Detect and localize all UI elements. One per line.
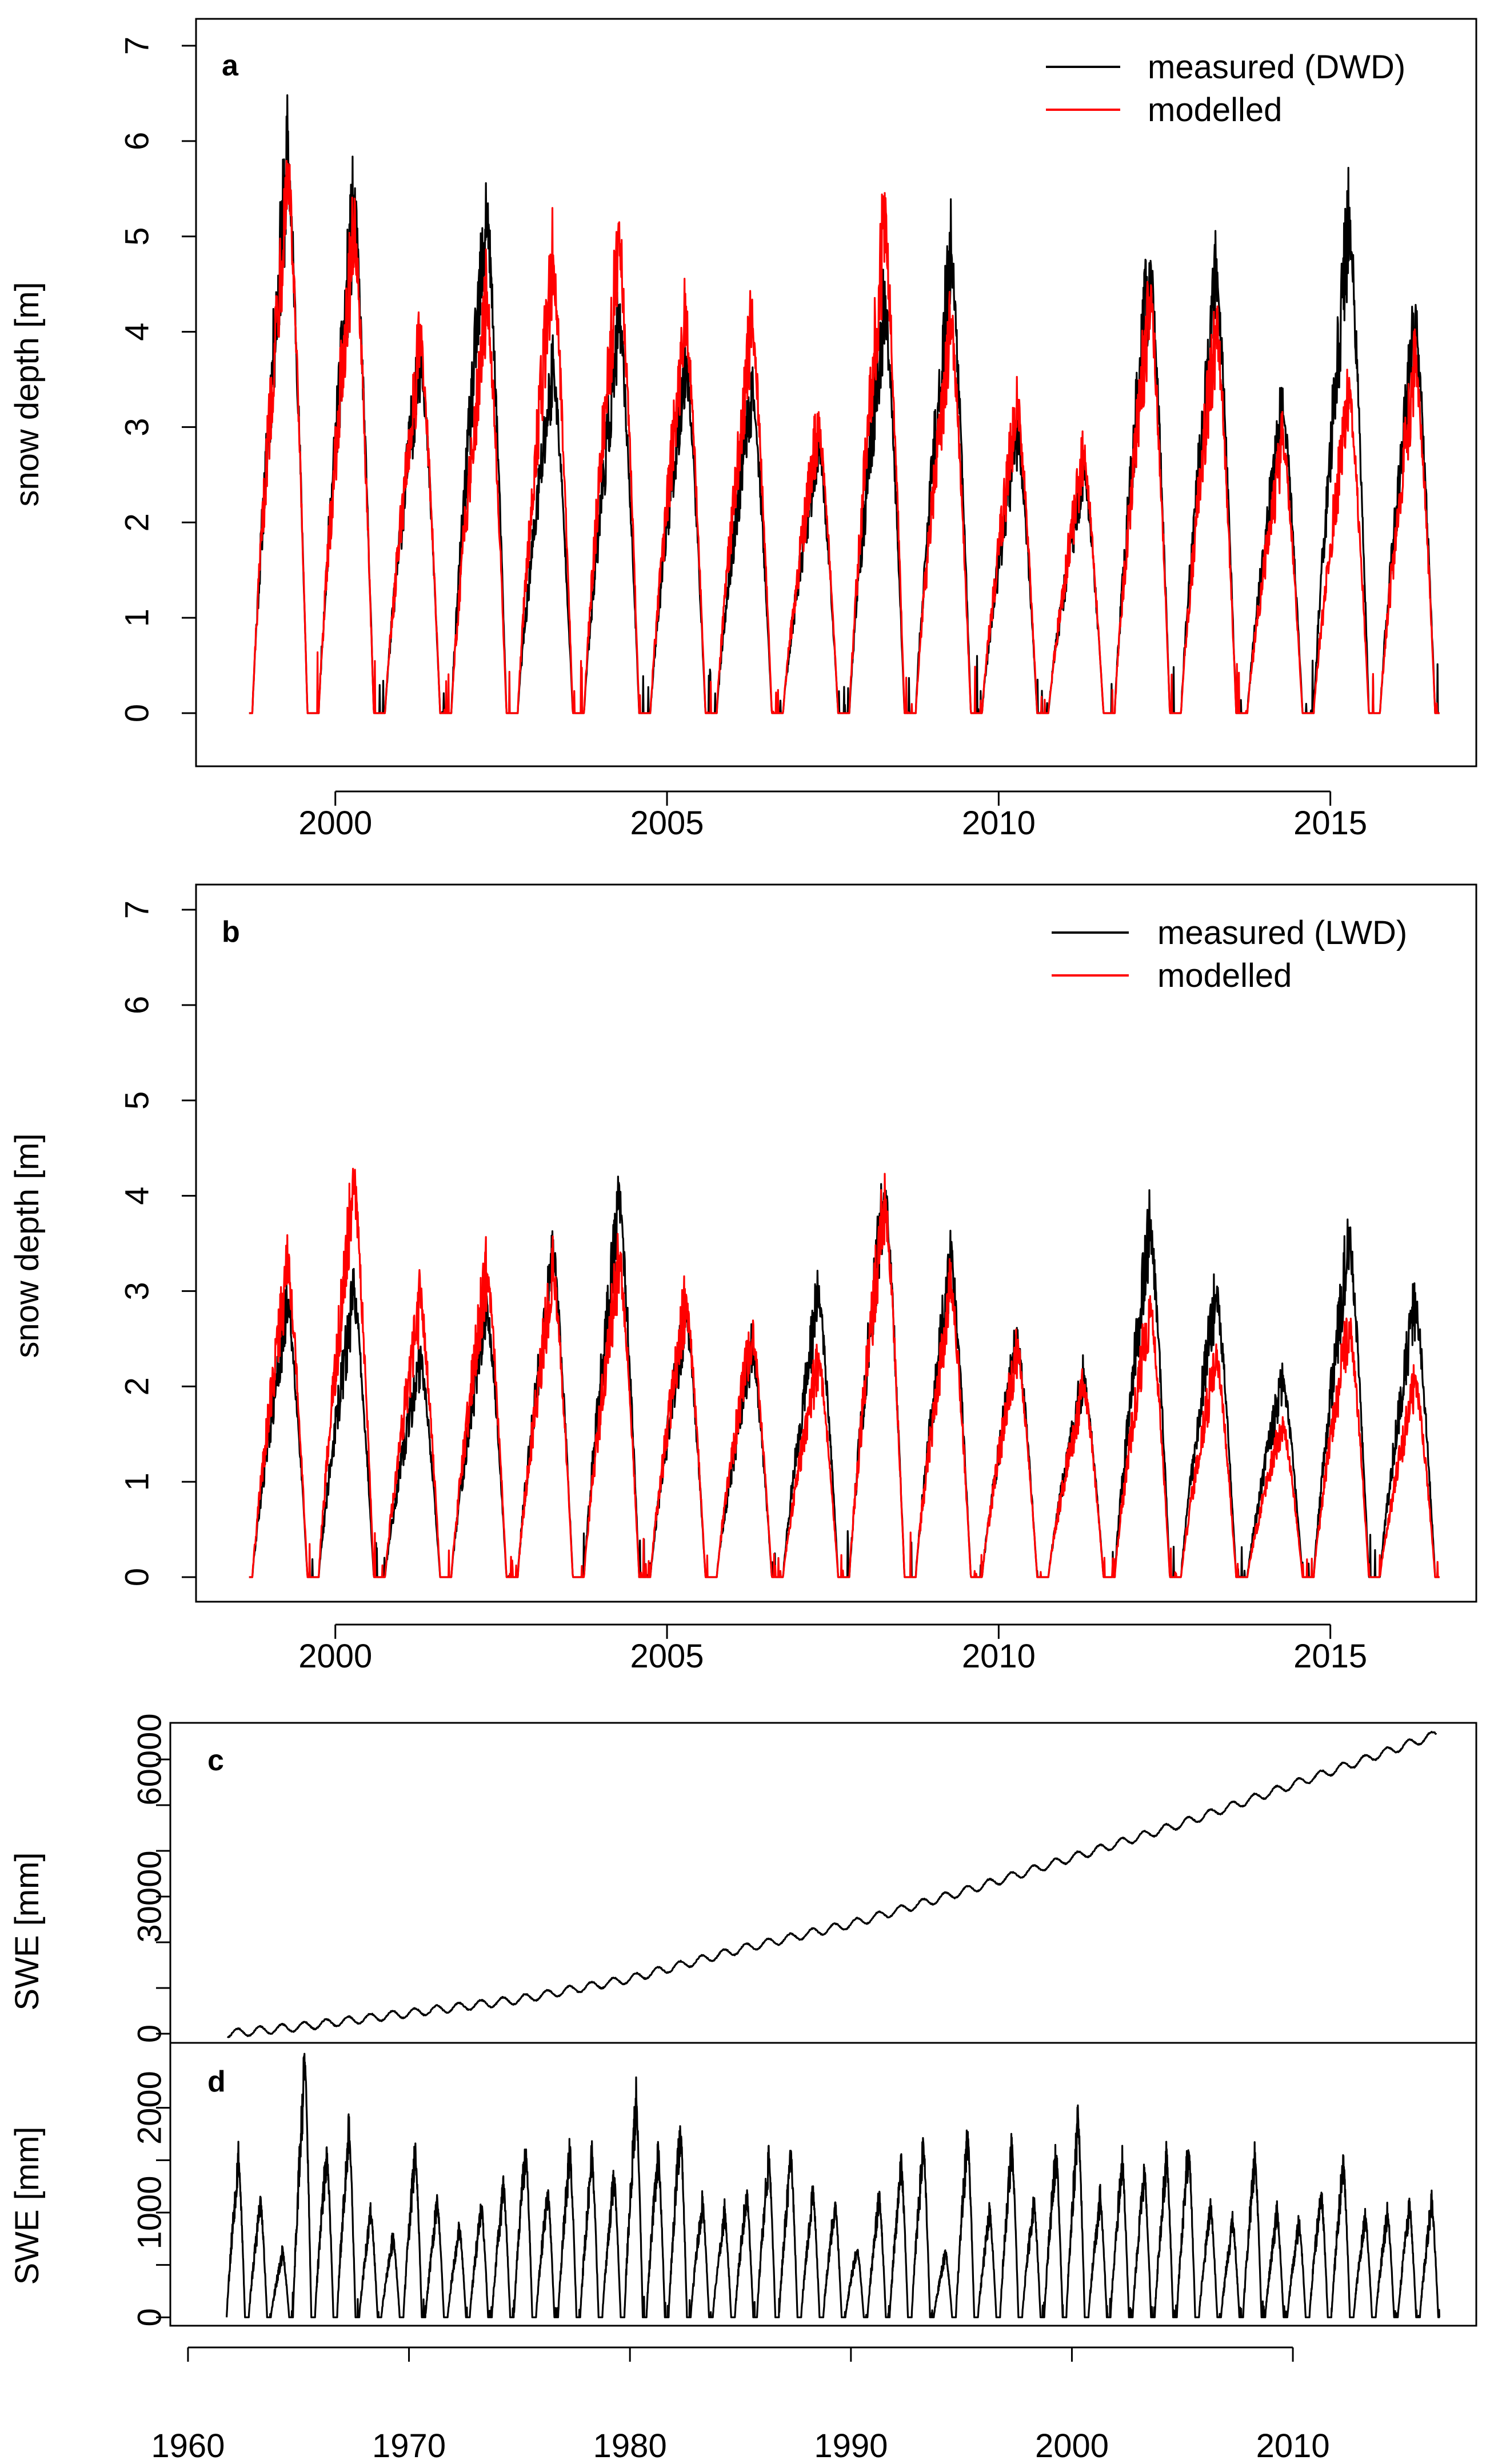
panel-a-frame xyxy=(195,18,1477,767)
x-tick-label: 1980 xyxy=(593,2427,667,2464)
panel-a-snow-depth-dwd: 0 1 2 3 4 5 6 7 2000 2005 2010 2015 a snow depth [… xyxy=(9,18,1477,842)
y-tick-label: 0 xyxy=(119,1568,156,1586)
y-tick-label: 2 xyxy=(119,1377,156,1395)
panel-a-x-axis: 2000 2005 2010 2015 xyxy=(298,790,1367,842)
panel-d-frame xyxy=(169,2042,1477,2327)
y-tick-label: 7 xyxy=(119,901,156,919)
y-tick-label: 0 xyxy=(131,2308,169,2326)
panel-a-series xyxy=(248,94,1440,714)
legend-label-measured-lwd: measured (LWD) xyxy=(1157,914,1407,951)
panel-d-y-axis: 0 1000 2000 xyxy=(131,2071,170,2326)
y-tick-label: 30000 xyxy=(131,1850,169,1942)
panel-b-legend: measured (LWD) modelled xyxy=(1052,914,1407,994)
x-tick-label: 2010 xyxy=(1256,2427,1330,2464)
panel-b-y-axis-title: snow depth [m] xyxy=(9,1133,46,1358)
y-tick-label: 4 xyxy=(119,1186,156,1205)
y-tick-label: 6 xyxy=(119,996,156,1014)
panel-b-frame xyxy=(195,883,1477,1603)
series-line-swe-cumulative xyxy=(227,1731,1437,2039)
panel-b-label: b xyxy=(222,915,240,949)
series-line-modelled xyxy=(248,159,1440,714)
panel-a-legend: measured (DWD) modelled xyxy=(1046,49,1405,129)
x-tick-label: 2015 xyxy=(1293,805,1367,842)
y-tick-label: 2000 xyxy=(131,2071,169,2145)
y-tick-label: 1 xyxy=(119,1473,156,1491)
panel-d-swe-seasonal: 0 1000 2000 1960 1970 1980 1990 2000 2010 d SWE… xyxy=(9,2042,1477,2464)
x-tick-label: 2010 xyxy=(962,805,1036,842)
panel-d-label: d xyxy=(207,2065,226,2098)
x-tick-label: 2005 xyxy=(630,805,704,842)
panel-a-y-axis: 0 1 2 3 4 5 6 7 xyxy=(119,37,196,722)
x-tick-label: 1970 xyxy=(372,2427,446,2464)
y-tick-label: 1000 xyxy=(131,2175,169,2249)
panel-a-label: a xyxy=(222,49,239,82)
y-tick-label: 3 xyxy=(119,418,156,436)
panel-d-x-axis: 1960 1970 1980 1990 2000 2010 xyxy=(151,2346,1330,2464)
panel-c-label: c xyxy=(207,1744,224,1777)
panel-c-swe-cumulative: 0 30000 60000 c SWE [mm] xyxy=(9,1713,1477,2044)
panel-c-y-axis: 0 30000 60000 xyxy=(131,1713,170,2043)
series-line-modelled xyxy=(248,1167,1440,1578)
y-tick-label: 0 xyxy=(131,2025,169,2043)
series-line-swe-seasonal xyxy=(226,2053,1441,2318)
x-tick-label: 2005 xyxy=(630,1638,704,1675)
legend-label-modelled: modelled xyxy=(1148,91,1282,129)
y-tick-label: 3 xyxy=(119,1282,156,1300)
y-tick-label: 5 xyxy=(119,227,156,246)
panel-a-y-axis-title: snow depth [m] xyxy=(9,282,46,506)
y-tick-label: 60000 xyxy=(131,1713,169,1805)
legend-label-measured-dwd: measured (DWD) xyxy=(1148,49,1405,86)
y-tick-label: 0 xyxy=(119,704,156,722)
panel-c-frame xyxy=(169,1722,1477,2044)
x-tick-label: 2000 xyxy=(1035,2427,1109,2464)
panel-b-snow-depth-lwd: 0 1 2 3 4 5 6 7 2000 2005 2010 2015 b snow depth [… xyxy=(9,883,1477,1675)
x-tick-label: 1960 xyxy=(151,2427,225,2464)
panel-d-y-axis-title: SWE [mm] xyxy=(9,2126,46,2285)
y-tick-label: 5 xyxy=(119,1091,156,1110)
panel-b-x-axis: 2000 2005 2010 2015 xyxy=(298,1623,1367,1675)
legend-label-modelled: modelled xyxy=(1157,957,1292,994)
x-tick-label: 2015 xyxy=(1293,1638,1367,1675)
x-tick-label: 2010 xyxy=(962,1638,1036,1675)
y-tick-label: 6 xyxy=(119,132,156,150)
panel-d-series xyxy=(226,2053,1441,2318)
y-tick-label: 7 xyxy=(119,37,156,55)
x-tick-label: 2000 xyxy=(298,1638,372,1675)
panel-b-series xyxy=(248,1167,1440,1578)
y-tick-label: 1 xyxy=(119,609,156,627)
y-tick-label: 4 xyxy=(119,322,156,341)
panel-b-y-axis: 0 1 2 3 4 5 6 7 xyxy=(119,901,196,1586)
x-tick-label: 2000 xyxy=(298,805,372,842)
y-tick-label: 2 xyxy=(119,513,156,531)
series-line-measured-dwd- xyxy=(248,94,1440,714)
panel-c-series xyxy=(227,1731,1437,2039)
x-tick-label: 1990 xyxy=(814,2427,888,2464)
panel-c-y-axis-title: SWE [mm] xyxy=(9,1852,46,2010)
